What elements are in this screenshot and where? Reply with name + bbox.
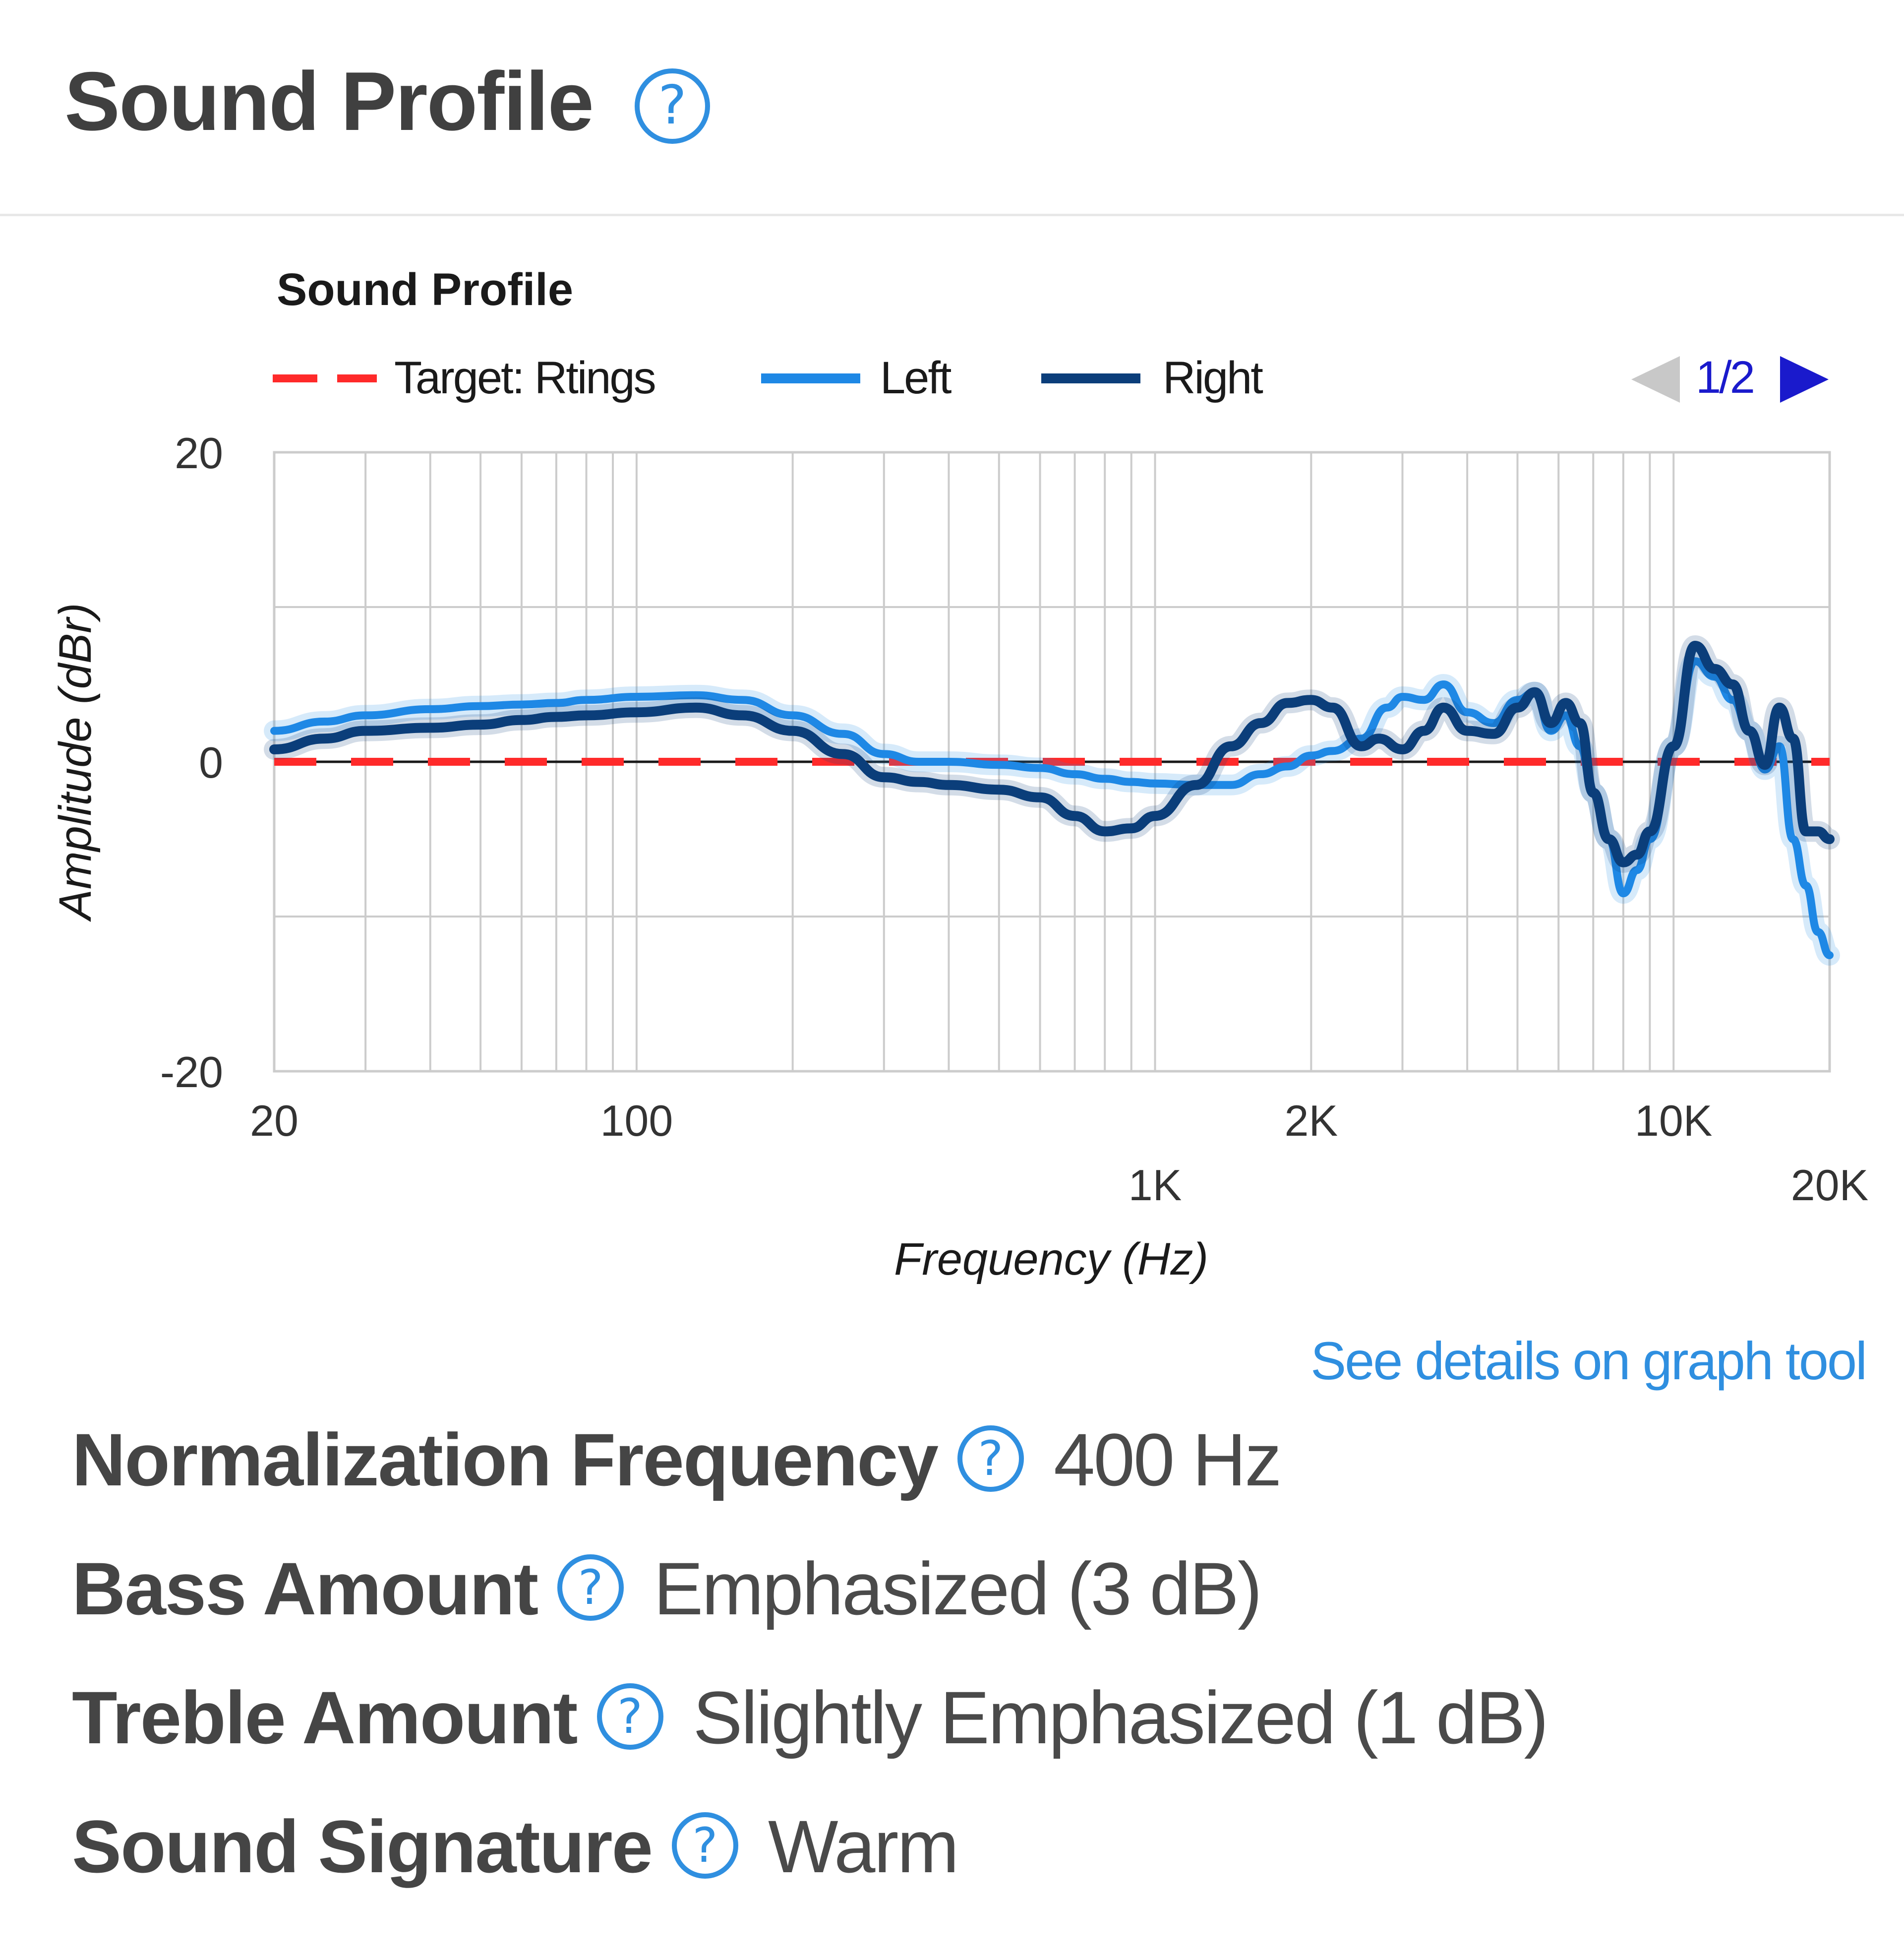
property-value: Slightly Emphasized (1 dB) [693, 1676, 1549, 1759]
help-icon[interactable]: ? [957, 1425, 1024, 1492]
series-lines [264, 635, 1840, 966]
graph-tool-link[interactable]: See details on graph tool [1310, 1331, 1867, 1391]
pager-next-icon[interactable] [1780, 356, 1829, 403]
property-value: Emphasized (3 dB) [654, 1547, 1262, 1630]
x-tick-label: 1K [1129, 1161, 1182, 1210]
property-row-normalization: Normalization Frequency? 400 Hz [72, 1422, 1282, 1507]
legend-label-right: Right [1163, 353, 1263, 403]
pager-prev-icon[interactable] [1631, 356, 1680, 403]
y-tick-label: -20 [160, 1047, 223, 1097]
x-axis-ticks: 20 100 2K 10K 1K 20K [250, 1096, 1868, 1210]
help-icon[interactable]: ? [596, 1683, 663, 1750]
property-row-bass: Bass Amount? Emphasized (3 dB) [72, 1551, 1262, 1636]
x-axis-label: Frequency (Hz) [894, 1234, 1208, 1285]
section-title: Sound Profile [64, 55, 594, 148]
series-line-left [270, 657, 1834, 959]
y-axis-ticks: 20 0 -20 [160, 429, 223, 1097]
property-value: Warm [768, 1805, 959, 1888]
y-tick-label: 20 [175, 429, 223, 478]
property-label: Normalization Frequency [72, 1418, 939, 1501]
property-row-signature: Sound Signature? Warm [72, 1809, 959, 1894]
property-label: Bass Amount [72, 1547, 538, 1630]
legend-item-left[interactable]: Left [761, 353, 953, 403]
legend-pager: 1/2 [1631, 352, 1829, 403]
y-axis-label: Amplitude (dBr) [50, 603, 101, 922]
property-label: Sound Signature [72, 1805, 653, 1888]
x-tick-label: 10K [1635, 1096, 1713, 1145]
legend-label-target: Target: Rtings [394, 353, 655, 403]
property-row-treble: Treble Amount? Slightly Emphasized (1 dB) [72, 1680, 1548, 1765]
x-tick-label: 20 [250, 1096, 298, 1145]
x-tick-label: 2K [1285, 1096, 1338, 1145]
section-header: Sound Profile ? [0, 0, 1904, 216]
chart-legend: Target: Rtings Left Right [273, 353, 1264, 403]
legend-label-left: Left [880, 353, 952, 403]
property-label: Treble Amount [72, 1676, 578, 1759]
x-tick-label: 100 [600, 1096, 673, 1145]
help-icon[interactable]: ? [672, 1812, 738, 1879]
sound-profile-chart: Sound Profile Target: Rtings Left Right … [50, 264, 1868, 1285]
help-icon[interactable]: ? [557, 1554, 624, 1621]
legend-item-target[interactable]: Target: Rtings [273, 353, 656, 403]
y-tick-label: 0 [199, 738, 223, 787]
series-line-right [269, 641, 1835, 867]
property-value: 400 Hz [1054, 1418, 1282, 1501]
pager-indicator: 1/2 [1696, 352, 1753, 403]
help-icon[interactable]: ? [635, 68, 710, 144]
x-tick-label: 20K [1791, 1161, 1869, 1210]
chart-title: Sound Profile [277, 264, 573, 315]
legend-item-right[interactable]: Right [1041, 353, 1264, 403]
